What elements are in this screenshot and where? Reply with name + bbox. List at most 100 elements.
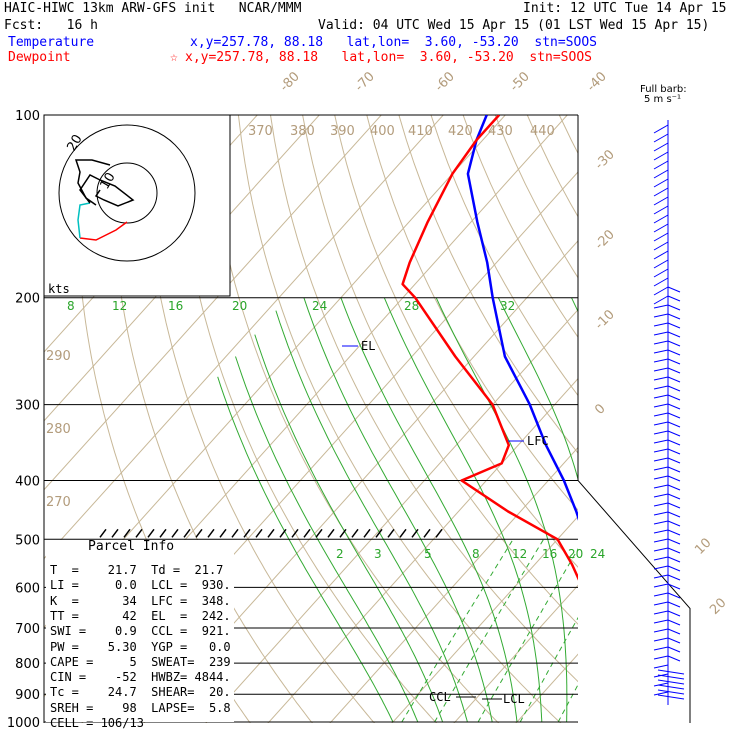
parcel-info-panel: Parcel Info T = 21.7 Td = 21.7 LI = 0.0 L… [46,540,234,730]
mixing-ratio-label: 28 [404,299,419,313]
wind-barb [653,394,669,399]
isotherm-label: -60 [432,69,458,95]
right-axis-skew [577,480,691,723]
wind-barb [653,349,669,354]
wind-barb-flag [667,565,681,572]
mixing-ratio-line [401,539,514,723]
dewpoint-location: x,y=257.78, 88.18 lat,lon= 3.60, -53.20 … [185,50,592,65]
pressure-labels: 100 200 300 400 500 600 700 800 900 1000 [7,109,40,731]
pressure-label: 200 [15,292,40,307]
mixing-ratio-label: 8 [472,547,480,561]
wind-barb-flag [667,421,681,428]
wind-barb [653,169,669,179]
mixing-ratio-label: 24 [312,299,327,313]
mixing-ratio-label: 32 [500,299,515,313]
wind-barb [653,160,669,170]
dry-adiabat [205,115,500,723]
isotherm [44,115,444,560]
wind-barb-flag [667,574,681,581]
freezing-tick [279,528,287,538]
pressure-label: 900 [15,688,40,703]
forecast-hour: Fcst: 16 h [4,18,98,33]
wind-barb [653,574,669,579]
wind-barb-low [657,679,685,685]
dry-adiabat [141,115,376,723]
wind-barb-flag [667,286,681,293]
wind-barb-flag [667,322,681,329]
hodograph-ring [96,162,158,224]
freezing-tick [147,528,155,538]
isotherm-label: -70 [352,69,378,95]
wind-barb [653,304,669,309]
pressure-label: 700 [15,622,40,637]
wind-barb-flag [667,358,681,365]
theta-label: 270 [46,495,71,510]
dry-adiabat [302,115,578,625]
mixing-ratio-label: 2 [336,547,344,561]
init-time: Init: 12 UTC Tue 14 Apr 15 [523,1,727,16]
dry-adiabat [591,115,740,735]
freezing-tick [171,528,179,538]
theta-label: 430 [488,124,513,139]
wind-barb [653,196,669,206]
parcel-info-line: CAPE = 5 SWEAT= 239 [50,654,231,669]
wind-barb [653,385,669,390]
wind-barb-flag [667,385,681,392]
wind-barb [653,241,669,251]
wind-barb [653,151,669,161]
lcl-label: LCL [503,692,525,706]
theta-label: 410 [408,124,433,139]
isotherm-label: 20 [707,596,729,618]
wind-barb [653,664,669,669]
wind-barb [653,322,669,327]
hodograph-trace-red [79,221,128,241]
wind-barb [653,223,669,233]
wind-barb-flag [667,646,681,653]
wind-barb-flag [667,628,681,635]
mixing-ratio-label: 20 [232,299,247,313]
wind-barb [653,520,669,525]
pressure-label: 100 [15,109,40,124]
hodograph-trace-black [74,159,111,206]
wind-barb [653,556,669,561]
isotherm [267,377,578,723]
wind-barb-flag [667,529,681,536]
isotherm-label: -30 [592,147,618,173]
temperature-location: x,y=257.78, 88.18 lat,lon= 3.60, -53.20 … [190,35,597,50]
wind-barb [653,367,669,372]
hodograph: 10 20 kts [43,114,231,297]
wind-barb [653,232,669,242]
mixing-ratio-label: 5 [424,547,432,561]
wind-barb [653,295,669,305]
theta-label: 400 [370,124,395,139]
wind-barb [653,547,669,552]
wind-barb-flag [667,376,681,383]
theta-label: 440 [530,124,555,139]
freezing-tick [291,528,299,538]
wind-barb [653,457,669,462]
wind-barb-flag [667,394,681,401]
barb-key-unit: 5 m s⁻¹ [644,94,681,105]
theta-label: 390 [330,124,355,139]
wind-barb [653,259,669,269]
isotherm [577,722,578,723]
freezing-tick [183,528,191,538]
mixing-ratio-label: 8 [67,299,75,313]
isotherm [205,309,578,723]
isotherm [329,446,578,723]
parcel-info-line: T = 21.7 Td = 21.7 [50,563,224,577]
wind-barb [653,358,669,363]
wind-barb [653,421,669,426]
hodograph-ring-label: 20 [64,132,85,154]
theta-label: 370 [248,124,273,139]
freezing-tick [123,528,131,538]
wind-barb-low [657,669,685,675]
dewpoint-legend: Dewpoint [8,50,71,65]
wind-barb-flag [667,556,681,563]
wind-barb [653,331,669,336]
wind-barb-flag [667,502,681,509]
freezing-tick [159,528,167,538]
ccl-label: CCL [429,690,451,704]
wind-barb [653,412,669,417]
pressure-label: 800 [15,657,40,672]
